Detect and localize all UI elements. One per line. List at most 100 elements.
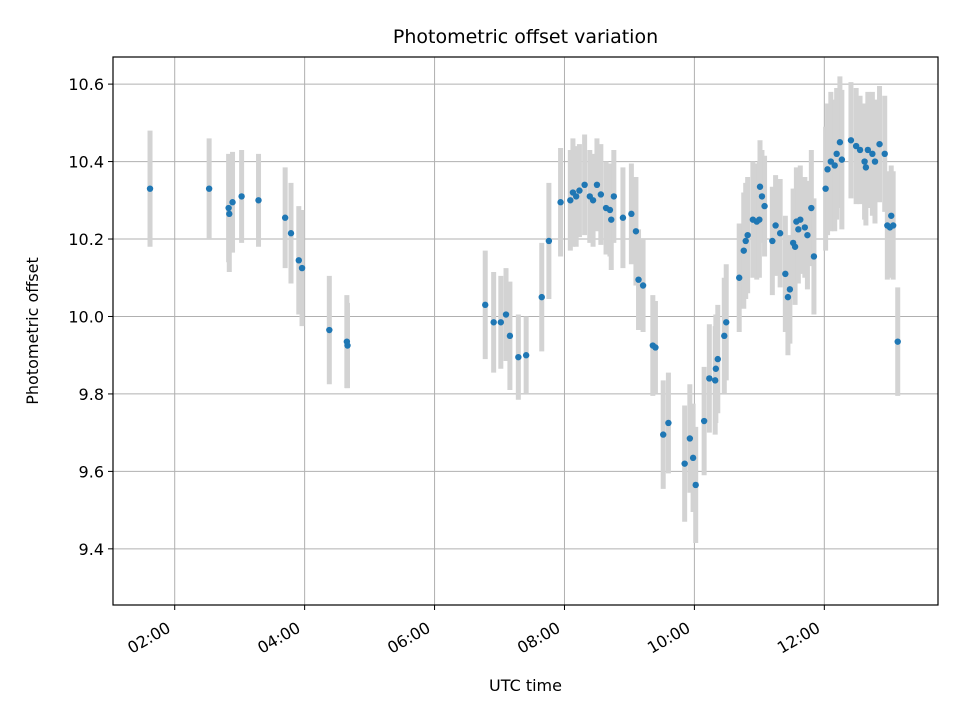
data-point bbox=[538, 293, 545, 301]
data-point bbox=[497, 319, 505, 326]
data-point bbox=[238, 193, 245, 200]
data-point bbox=[576, 187, 583, 194]
data-point bbox=[298, 264, 306, 272]
y-tick-label: 10.6 bbox=[68, 75, 104, 94]
data-point bbox=[597, 191, 605, 198]
data-point bbox=[797, 216, 804, 223]
data-point bbox=[714, 355, 721, 363]
data-point bbox=[502, 311, 510, 318]
data-point bbox=[281, 214, 289, 221]
y-tick-label: 9.8 bbox=[79, 385, 104, 404]
data-point bbox=[744, 231, 751, 239]
data-point bbox=[606, 206, 614, 214]
data-point bbox=[784, 293, 792, 301]
data-point bbox=[635, 276, 642, 283]
x-tick-label: 12:00 bbox=[774, 618, 823, 658]
data-point bbox=[545, 237, 553, 245]
data-point bbox=[856, 146, 864, 154]
data-point bbox=[686, 435, 694, 442]
data-point bbox=[769, 237, 776, 245]
data-point bbox=[889, 222, 897, 229]
data-point bbox=[482, 301, 489, 309]
data-point bbox=[827, 158, 835, 165]
data-point bbox=[822, 185, 829, 192]
data-point bbox=[838, 156, 846, 163]
data-point bbox=[589, 197, 597, 204]
data-point bbox=[881, 150, 888, 158]
data-point bbox=[632, 228, 640, 235]
data-point bbox=[786, 286, 794, 293]
data-point bbox=[205, 185, 213, 192]
data-point bbox=[736, 274, 743, 281]
data-point bbox=[619, 214, 627, 221]
data-point bbox=[660, 431, 667, 438]
data-point bbox=[894, 338, 901, 345]
y-tick-label: 10.4 bbox=[68, 153, 104, 172]
data-point bbox=[692, 481, 699, 489]
x-tick-label: 04:00 bbox=[254, 618, 303, 658]
data-point bbox=[681, 460, 688, 467]
data-point bbox=[772, 222, 779, 229]
data-point bbox=[740, 247, 747, 254]
data-point bbox=[721, 332, 728, 340]
data-point bbox=[833, 150, 840, 158]
data-point bbox=[776, 230, 784, 237]
data-point bbox=[871, 158, 879, 165]
data-point bbox=[326, 326, 333, 334]
data-point bbox=[610, 193, 618, 200]
data-point bbox=[506, 332, 514, 340]
data-point bbox=[756, 183, 764, 190]
x-tick-label: 10:00 bbox=[644, 618, 693, 658]
data-point bbox=[864, 146, 872, 154]
data-point bbox=[711, 377, 719, 384]
data-point bbox=[522, 352, 530, 359]
data-point bbox=[287, 230, 295, 237]
data-point bbox=[225, 204, 232, 212]
data-point bbox=[295, 257, 302, 264]
y-tick-label: 10.0 bbox=[68, 307, 104, 326]
y-tick-label: 9.4 bbox=[79, 540, 104, 559]
data-point bbox=[808, 204, 815, 212]
data-point bbox=[824, 166, 831, 173]
y-axis-ticks: 9.4 9.6 9.8 10.0 10.2 10.4 10.6 bbox=[68, 75, 113, 559]
data-point bbox=[876, 140, 883, 148]
data-point bbox=[255, 197, 262, 204]
data-point bbox=[888, 212, 895, 219]
data-points bbox=[146, 137, 901, 489]
data-point bbox=[581, 181, 588, 189]
data-point bbox=[229, 199, 236, 206]
data-point bbox=[801, 224, 809, 231]
x-axis-ticks: 02:00 04:00 06:00 08:00 10:00 12:00 bbox=[124, 605, 825, 658]
y-axis-label: Photometric offset bbox=[23, 257, 42, 405]
plot-frame bbox=[112, 56, 939, 606]
data-point bbox=[593, 181, 601, 189]
data-point bbox=[861, 158, 868, 165]
x-tick-label: 06:00 bbox=[384, 618, 433, 658]
data-point bbox=[791, 243, 799, 250]
data-point bbox=[810, 253, 818, 260]
data-point bbox=[706, 375, 713, 382]
data-point bbox=[572, 193, 580, 200]
data-point bbox=[712, 365, 720, 372]
data-point bbox=[758, 193, 766, 200]
data-point bbox=[761, 202, 768, 210]
data-point bbox=[344, 342, 351, 349]
data-point bbox=[742, 237, 749, 245]
data-point bbox=[795, 226, 802, 233]
data-point bbox=[665, 419, 672, 427]
data-point bbox=[628, 210, 635, 218]
data-point bbox=[852, 142, 860, 150]
data-point bbox=[689, 454, 697, 462]
data-point bbox=[608, 216, 615, 223]
data-point bbox=[723, 319, 730, 326]
chart-title: Photometric offset variation bbox=[393, 26, 658, 48]
data-point bbox=[226, 210, 233, 218]
x-axis-label: UTC time bbox=[489, 676, 562, 695]
data-point bbox=[490, 319, 497, 326]
data-point bbox=[836, 139, 844, 146]
data-point bbox=[869, 150, 876, 158]
x-tick-label: 08:00 bbox=[514, 618, 563, 658]
data-point bbox=[652, 344, 659, 351]
data-point bbox=[557, 199, 564, 206]
